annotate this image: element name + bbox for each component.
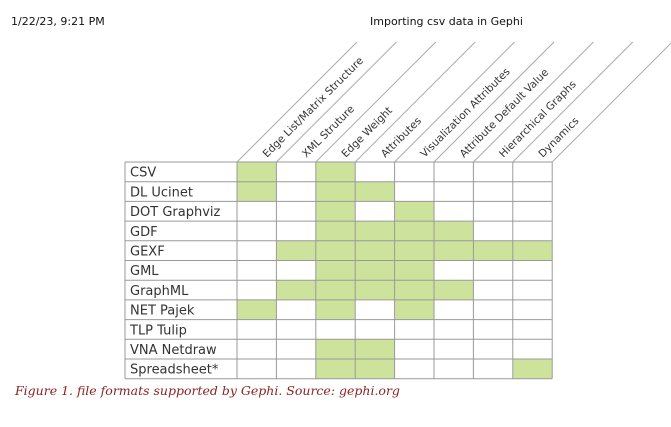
supported-cell — [315, 240, 356, 261]
header-diagonal-line — [394, 41, 515, 163]
row-label: CSV — [130, 166, 156, 181]
supported-cell — [315, 339, 356, 359]
supported-cell — [355, 359, 395, 379]
row-label: Spreadsheet* — [130, 363, 219, 378]
supported-cell — [237, 181, 277, 202]
supported-cell — [355, 181, 395, 202]
supported-cell — [473, 240, 513, 261]
supported-cell — [315, 201, 356, 222]
supported-cell — [237, 299, 277, 320]
supported-cell — [355, 280, 395, 300]
header-diagonal-line — [473, 41, 594, 163]
row-label: GDF — [130, 225, 158, 240]
row-label: NET Pajek — [130, 304, 195, 319]
supported-cell — [355, 260, 395, 281]
supported-cell — [394, 221, 434, 241]
supported-cell — [315, 221, 356, 241]
header-diagonal-line — [512, 41, 634, 163]
row-label: DL Ucinet — [130, 185, 193, 200]
row-label: VNA Netdraw — [130, 343, 217, 358]
page-title: Importing csv data in Gephi — [370, 15, 523, 28]
supported-cell — [355, 240, 395, 261]
header-diagonal-line — [315, 41, 437, 163]
header-diagonal-line — [236, 41, 358, 163]
supported-cell — [394, 299, 434, 320]
supported-cell — [315, 280, 356, 300]
row-label: GEXF — [130, 245, 165, 260]
supported-cell — [434, 221, 474, 241]
header-diagonal-line — [433, 41, 555, 163]
supported-cell — [237, 162, 277, 182]
print-date: 1/22/23, 9:21 PM — [11, 15, 105, 28]
supported-cell — [355, 221, 395, 241]
supported-cell — [512, 240, 553, 261]
header-diagonal-line — [276, 41, 397, 163]
supported-cell — [315, 162, 356, 182]
supported-cell — [315, 181, 356, 202]
supported-cell — [394, 201, 434, 222]
row-label: GML — [130, 264, 159, 279]
row-label: DOT Graphviz — [130, 205, 220, 220]
supported-cell — [276, 240, 316, 261]
header-diagonal-line — [354, 41, 476, 163]
figure-caption: Figure 1. file formats supported by Geph… — [15, 383, 400, 398]
supported-cell — [276, 280, 316, 300]
row-label: GraphML — [130, 284, 189, 299]
supported-cell — [434, 240, 474, 261]
supported-cell — [355, 339, 395, 359]
supported-cell — [434, 280, 474, 300]
supported-cell — [315, 299, 356, 320]
supported-cell — [512, 359, 553, 379]
header-diagonal-line — [551, 42, 671, 163]
supported-cell — [315, 359, 356, 379]
supported-cell — [394, 260, 434, 281]
supported-cell — [394, 280, 434, 300]
supported-cell — [394, 240, 434, 261]
supported-cell — [315, 260, 356, 281]
row-label: TLP Tulip — [129, 323, 187, 338]
